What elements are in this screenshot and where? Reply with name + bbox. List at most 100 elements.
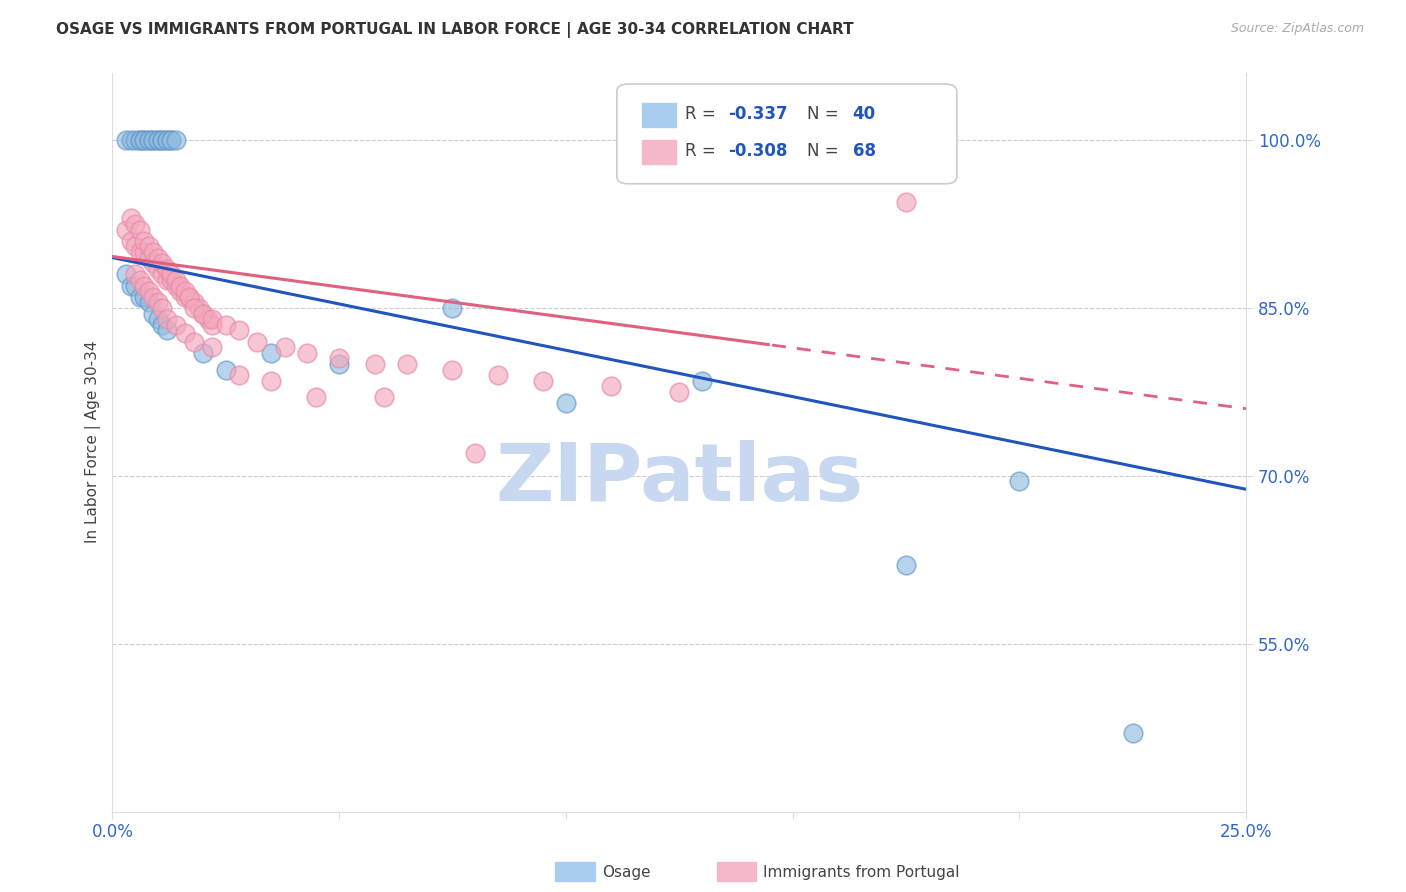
Point [134,245,156,260]
Text: ZIPatlas: ZIPatlas [495,440,863,518]
Point [146,295,169,310]
Point [165,133,187,147]
Point [183,301,205,315]
Point [146,261,169,276]
Point [115,268,138,282]
Text: Immigrants from Portugal: Immigrants from Portugal [763,865,960,880]
Point [169,278,191,293]
Point [464,446,486,460]
Point [156,323,179,337]
Point [364,357,387,371]
Point [273,340,295,354]
Point [142,290,165,304]
Point [894,558,917,573]
Point [150,133,173,147]
Point [115,133,138,147]
Point [146,312,169,326]
Point [120,211,142,226]
Point [174,326,197,340]
Point [215,318,238,332]
Point [554,396,576,410]
Point [600,379,623,393]
Point [191,307,214,321]
Point [160,268,183,282]
Point [201,318,224,332]
Point [486,368,509,383]
Point [165,278,187,293]
Point [174,290,197,304]
Point [894,194,917,209]
Point [124,239,146,253]
Point [201,312,224,326]
Point [174,284,197,298]
Point [128,133,150,147]
Point [165,273,187,287]
Point [150,318,173,332]
Point [441,362,464,376]
Point [260,345,283,359]
Point [120,133,142,147]
Point [160,133,183,147]
Point [156,273,179,287]
Point [142,133,165,147]
Point [191,307,214,321]
FancyBboxPatch shape [641,140,676,164]
Point [138,239,160,253]
Point [197,312,219,326]
Point [128,273,150,287]
Point [138,251,160,265]
Point [328,357,350,371]
Point [160,133,183,147]
FancyBboxPatch shape [617,84,957,184]
Point [150,301,173,315]
Point [179,290,201,304]
Point [128,290,150,304]
Point [128,222,150,236]
Point [120,234,142,248]
Point [120,278,142,293]
Point [531,374,554,388]
Point [183,295,205,310]
Point [146,133,169,147]
Point [179,290,201,304]
Point [138,133,160,147]
Point [169,284,191,298]
Point [297,345,319,359]
Point [142,133,165,147]
Point [146,251,169,265]
Point [115,222,138,236]
Text: N =: N = [807,142,844,160]
Point [165,318,187,332]
Point [134,278,156,293]
Y-axis label: In Labor Force | Age 30-34: In Labor Force | Age 30-34 [86,341,101,543]
Point [668,384,690,399]
Point [142,307,165,321]
Point [124,133,146,147]
Text: OSAGE VS IMMIGRANTS FROM PORTUGAL IN LABOR FORCE | AGE 30-34 CORRELATION CHART: OSAGE VS IMMIGRANTS FROM PORTUGAL IN LAB… [56,22,853,38]
Point [156,261,179,276]
Text: Osage: Osage [602,865,651,880]
Point [305,391,328,405]
Point [160,273,183,287]
Text: R =: R = [685,142,721,160]
Text: N =: N = [807,104,844,122]
Point [150,268,173,282]
Point [128,245,150,260]
Point [138,133,160,147]
Point [328,351,350,366]
Point [228,368,250,383]
Point [191,345,214,359]
Point [134,290,156,304]
Point [201,340,224,354]
Point [142,245,165,260]
Point [142,256,165,270]
FancyBboxPatch shape [641,103,676,127]
Point [246,334,269,349]
Point [183,334,205,349]
Text: 40: 40 [852,104,876,122]
Point [134,133,156,147]
Point [128,133,150,147]
Point [134,133,156,147]
Point [1122,726,1144,740]
Point [156,133,179,147]
